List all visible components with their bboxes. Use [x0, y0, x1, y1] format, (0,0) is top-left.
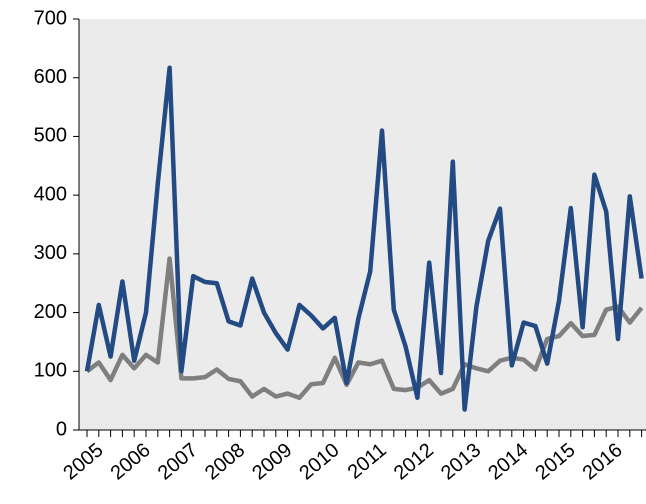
y-tick-label: 300 [34, 242, 67, 264]
x-tick-label: 2015 [531, 439, 579, 484]
x-tick-label: 2016 [579, 439, 627, 484]
y-tick-label: 0 [56, 418, 67, 440]
x-tick-label: 2013 [437, 439, 485, 484]
y-tick-label: 600 [34, 66, 67, 88]
x-tick-label: 2012 [390, 439, 438, 484]
plot-area [79, 19, 646, 430]
x-tick-label: 2008 [201, 439, 249, 484]
x-tick-label: 2005 [59, 439, 107, 484]
x-tick-label: 2009 [248, 439, 296, 484]
y-tick-label: 400 [34, 183, 67, 205]
x-tick-label: 2006 [107, 439, 155, 484]
x-tick-label: 2011 [344, 439, 391, 484]
y-tick-label: 500 [34, 125, 67, 147]
x-tick-label: 2007 [154, 439, 202, 484]
y-tick-label: 100 [34, 360, 67, 382]
y-tick-label: 200 [34, 301, 67, 323]
x-tick-label: 2014 [484, 439, 532, 484]
y-tick-label: 700 [34, 7, 67, 29]
x-tick-label: 2010 [295, 439, 343, 484]
series-line [84, 65, 644, 412]
